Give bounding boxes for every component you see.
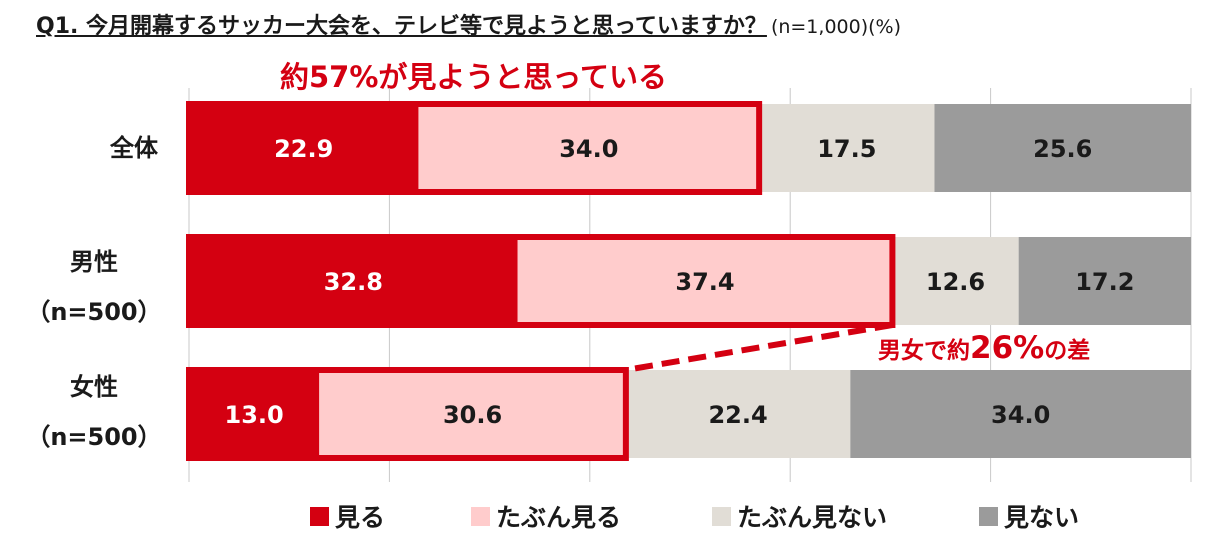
legend: 見る たぶん見る たぶん見ない 見ない (0, 498, 1205, 534)
data-label-male-tabun-miru: 37.4 (675, 268, 734, 296)
bar-female-tabun-minai (625, 370, 851, 458)
diff-prefix: 男女で約 (878, 338, 970, 364)
data-label-male-miru: 32.8 (324, 268, 383, 296)
highlight-box-male (186, 234, 896, 328)
bar-female-tabun-miru (319, 370, 626, 458)
legend-item-minai: 見ない (979, 498, 1079, 534)
legend-swatch-miru (310, 506, 329, 526)
legend-item-tabun-minai: たぶん見ない (712, 498, 887, 534)
row-label-female: 女性 （n=500） (14, 362, 174, 462)
chart-title: Q1. 今月開幕するサッカー大会を、テレビ等で見ようと思っていますか？ (n=1,… (36, 8, 901, 40)
legend-label-minai: 見ない (1004, 503, 1080, 532)
row-label-total-text: 全体 (110, 134, 158, 162)
row-label-female-n: （n=500） (26, 423, 162, 451)
data-label-total-tabun-miru: 34.0 (559, 135, 618, 163)
bar-female-miru (189, 370, 320, 458)
row-label-male-n: （n=500） (26, 298, 162, 326)
bar-male-minai (1018, 237, 1191, 325)
data-label-female-tabun-miru: 30.6 (443, 401, 502, 429)
legend-swatch-tabun-miru (471, 506, 490, 526)
data-label-male-minai: 17.2 (1075, 268, 1134, 296)
question-text: Q1. 今月開幕するサッカー大会を、テレビ等で見ようと思っていますか？ (36, 14, 767, 39)
legend-item-tabun-miru: たぶん見る (471, 498, 621, 534)
gender-diff-annotation: 男女で約26%の差 (878, 330, 1090, 366)
row-label-male: 男性 （n=500） (14, 237, 174, 337)
row-label-male-text: 男性 (70, 248, 118, 276)
legend-swatch-minai (979, 506, 998, 526)
highlight-box-female (186, 367, 629, 461)
diff-number: 26% (970, 330, 1045, 366)
bar-total-minai (934, 104, 1191, 192)
row-label-total: 全体 (84, 128, 184, 163)
data-label-male-tabun-minai: 12.6 (926, 268, 985, 296)
diff-suffix: の差 (1044, 338, 1091, 364)
data-label-total-miru: 22.9 (274, 135, 333, 163)
sample-note: (n=1,000)(%) (770, 16, 901, 38)
legend-label-miru: 見る (335, 503, 386, 532)
bar-total-miru (189, 104, 419, 192)
legend-label-tabun-minai: たぶん見ない (737, 503, 888, 532)
bar-male-miru (189, 237, 518, 325)
legend-swatch-tabun-minai (712, 506, 731, 526)
bar-male-tabun-minai (892, 237, 1019, 325)
diff-connector-line (625, 322, 893, 373)
bar-total-tabun-minai (759, 104, 935, 192)
highlight-box-total (186, 101, 763, 195)
data-label-female-tabun-minai: 22.4 (708, 401, 767, 429)
data-label-female-minai: 34.0 (991, 401, 1050, 429)
bar-total-tabun-miru (418, 104, 760, 192)
row-label-female-text: 女性 (70, 373, 118, 401)
bar-female-minai (850, 370, 1191, 458)
data-label-total-minai: 25.6 (1033, 135, 1092, 163)
data-label-female-miru: 13.0 (225, 401, 284, 429)
data-label-total-tabun-minai: 17.5 (817, 135, 876, 163)
legend-item-miru: 見る (310, 498, 385, 534)
legend-label-tabun-miru: たぶん見る (496, 503, 622, 532)
headline-annotation: 約57%が見ようと思っている (280, 60, 667, 94)
bar-male-tabun-miru (517, 237, 893, 325)
